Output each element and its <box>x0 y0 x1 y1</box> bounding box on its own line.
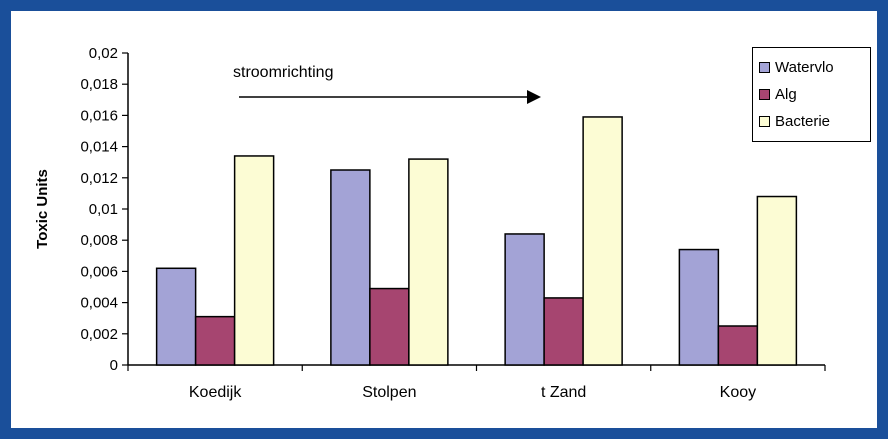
legend-swatch <box>759 62 770 73</box>
legend-swatch <box>759 89 770 100</box>
chart-frame: 0 0,002 0,004 0,006 0,008 0,01 0,012 0,014 0,016… <box>11 11 877 428</box>
x-tick-label: Kooy <box>720 384 756 401</box>
y-tick-label: 0,006 <box>80 263 118 280</box>
legend-item: Alg <box>759 81 870 108</box>
bar <box>155 267 197 366</box>
legend-label: Bacterie <box>775 113 831 130</box>
legend-item: Watervlo <box>759 54 870 81</box>
x-tick-label: t Zand <box>541 384 586 401</box>
bar <box>330 169 371 366</box>
y-tick-label: 0,014 <box>80 139 118 156</box>
annotation-label: stroomrichting <box>233 64 333 81</box>
chart-legend: Watervlo Alg Bacterie <box>752 47 871 142</box>
y-tick-label: 0,01 <box>89 201 118 218</box>
y-tick-label: 0,018 <box>80 76 118 93</box>
legend-swatch <box>759 116 770 127</box>
y-tick-label: 0,016 <box>80 107 118 124</box>
y-tick-label: 0,012 <box>80 170 118 187</box>
chart-bars <box>155 116 798 366</box>
flow-arrow-head <box>527 90 541 104</box>
y-axis-title: Toxic Units <box>34 169 51 249</box>
bar-chart: 0 0,002 0,004 0,006 0,008 0,01 0,012 0,014 0,016… <box>34 45 826 401</box>
bar <box>756 195 798 366</box>
bar <box>504 233 545 366</box>
chart-labels: 0 0,002 0,004 0,006 0,008 0,01 0,012 0,014 0,016… <box>34 45 756 401</box>
x-tick-label: Koedijk <box>189 384 242 401</box>
flow-annotation: stroomrichting <box>233 64 541 104</box>
legend-item: Bacterie <box>759 108 870 135</box>
bar <box>717 325 759 366</box>
bar <box>678 248 720 366</box>
y-tick-label: 0,008 <box>80 232 118 249</box>
bar <box>408 158 449 366</box>
y-tick-label: 0,02 <box>89 45 118 62</box>
x-tick-label: Stolpen <box>362 384 416 401</box>
y-tick-label: 0,002 <box>80 326 118 343</box>
bar <box>582 116 623 366</box>
legend-label: Alg <box>775 86 797 103</box>
bar <box>233 155 275 366</box>
y-tick-label: 0 <box>110 357 118 374</box>
legend-label: Watervlo <box>775 59 834 76</box>
y-tick-label: 0,004 <box>80 295 118 312</box>
bar <box>543 297 584 366</box>
bar <box>194 315 236 366</box>
bar <box>369 287 410 366</box>
